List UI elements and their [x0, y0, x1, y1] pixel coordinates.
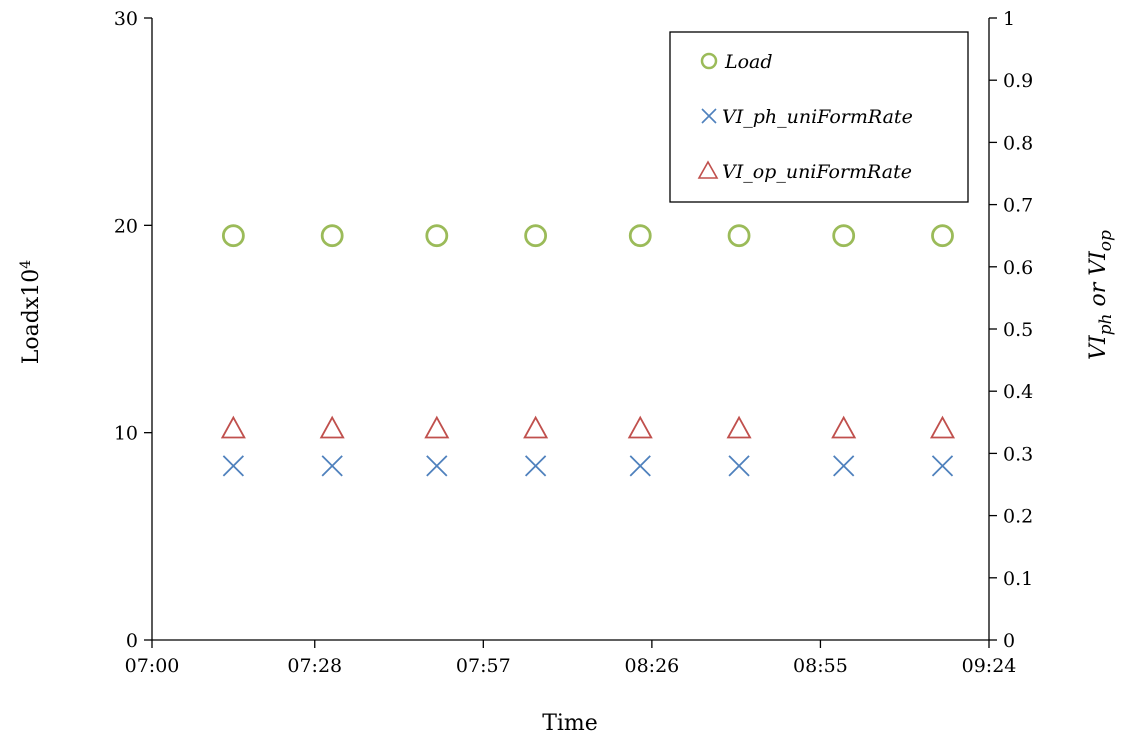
vi-op-point	[424, 415, 450, 439]
x-axis-title: Time	[542, 711, 598, 736]
legend-marker-x	[701, 108, 717, 124]
legend-marker-triangle	[697, 160, 719, 179]
y-right-tick-label: 0	[1003, 630, 1015, 652]
y-right-tick-label: 0.9	[1003, 70, 1033, 92]
y-right-tick-label: 1	[1003, 8, 1015, 30]
x-tick-label: 07:00	[125, 655, 180, 677]
y-right-tick-label: 0.5	[1003, 319, 1033, 341]
load-point	[628, 224, 652, 248]
ticks: 07:00 07:28 07:57 08:26 08:55 09:24 0 10 20 30 0 0.…	[114, 8, 1033, 677]
y-right-tick-label: 0.1	[1003, 568, 1033, 590]
legend-box	[669, 31, 969, 203]
y-right-tick-label: 0.8	[1003, 132, 1033, 154]
vi-ph-point	[931, 455, 954, 477]
load-point	[727, 224, 751, 248]
legend-label: Load	[724, 51, 773, 73]
y-right-tick-label: 0.6	[1003, 257, 1033, 279]
load-point	[221, 224, 245, 248]
load-point	[425, 224, 449, 248]
y-axis-right-title: VIph or VIop	[1086, 230, 1116, 360]
x-tick-label: 09:24	[962, 655, 1017, 677]
y-right-tick-label: 0.2	[1003, 506, 1033, 528]
load-point	[832, 224, 856, 248]
y-right-tick-label: 0.7	[1003, 195, 1033, 217]
y-left-tick-label: 20	[114, 215, 138, 237]
vi-op-point	[319, 415, 345, 439]
vi-ph-point	[728, 455, 750, 477]
vi-op-point	[929, 415, 956, 439]
vi-ph-point	[833, 455, 855, 477]
x-tick-label: 08:26	[624, 655, 679, 677]
vi-op-point	[831, 415, 857, 439]
vi-ph-point	[629, 455, 651, 477]
y-right-tick-label: 0.3	[1003, 443, 1033, 465]
vi-op-point	[220, 415, 246, 439]
y-right-tick-label: 0.4	[1003, 381, 1033, 403]
legend-label: VI_op_uniFormRate	[722, 161, 912, 183]
vi-ph-point	[222, 455, 245, 477]
y-axis-left-title: Loadx104	[18, 260, 44, 364]
x-tick-label: 07:28	[287, 655, 342, 677]
load-point	[320, 224, 344, 248]
legend-marker-circle	[700, 52, 718, 70]
y-left-tick-label: 30	[114, 8, 138, 30]
vi-op-point	[627, 415, 653, 439]
legend: Load VI_ph_uniFormRate VI_op_uniFormRate	[669, 31, 969, 203]
y-left-tick-label: 0	[126, 630, 138, 652]
load-point	[524, 224, 548, 248]
y-left-tick-label: 10	[114, 423, 138, 445]
x-tick-label: 08:55	[793, 655, 848, 677]
x-tick-label: 07:57	[456, 655, 511, 677]
legend-label: VI_ph_uniFormRate	[722, 106, 913, 128]
data-marks	[220, 224, 956, 477]
vi-ph-point	[426, 455, 448, 477]
vi-ph-point	[524, 455, 547, 477]
vi-op-point	[726, 415, 752, 439]
load-point	[931, 224, 954, 248]
vi-op-point	[523, 415, 549, 439]
vi-ph-point	[321, 455, 343, 477]
